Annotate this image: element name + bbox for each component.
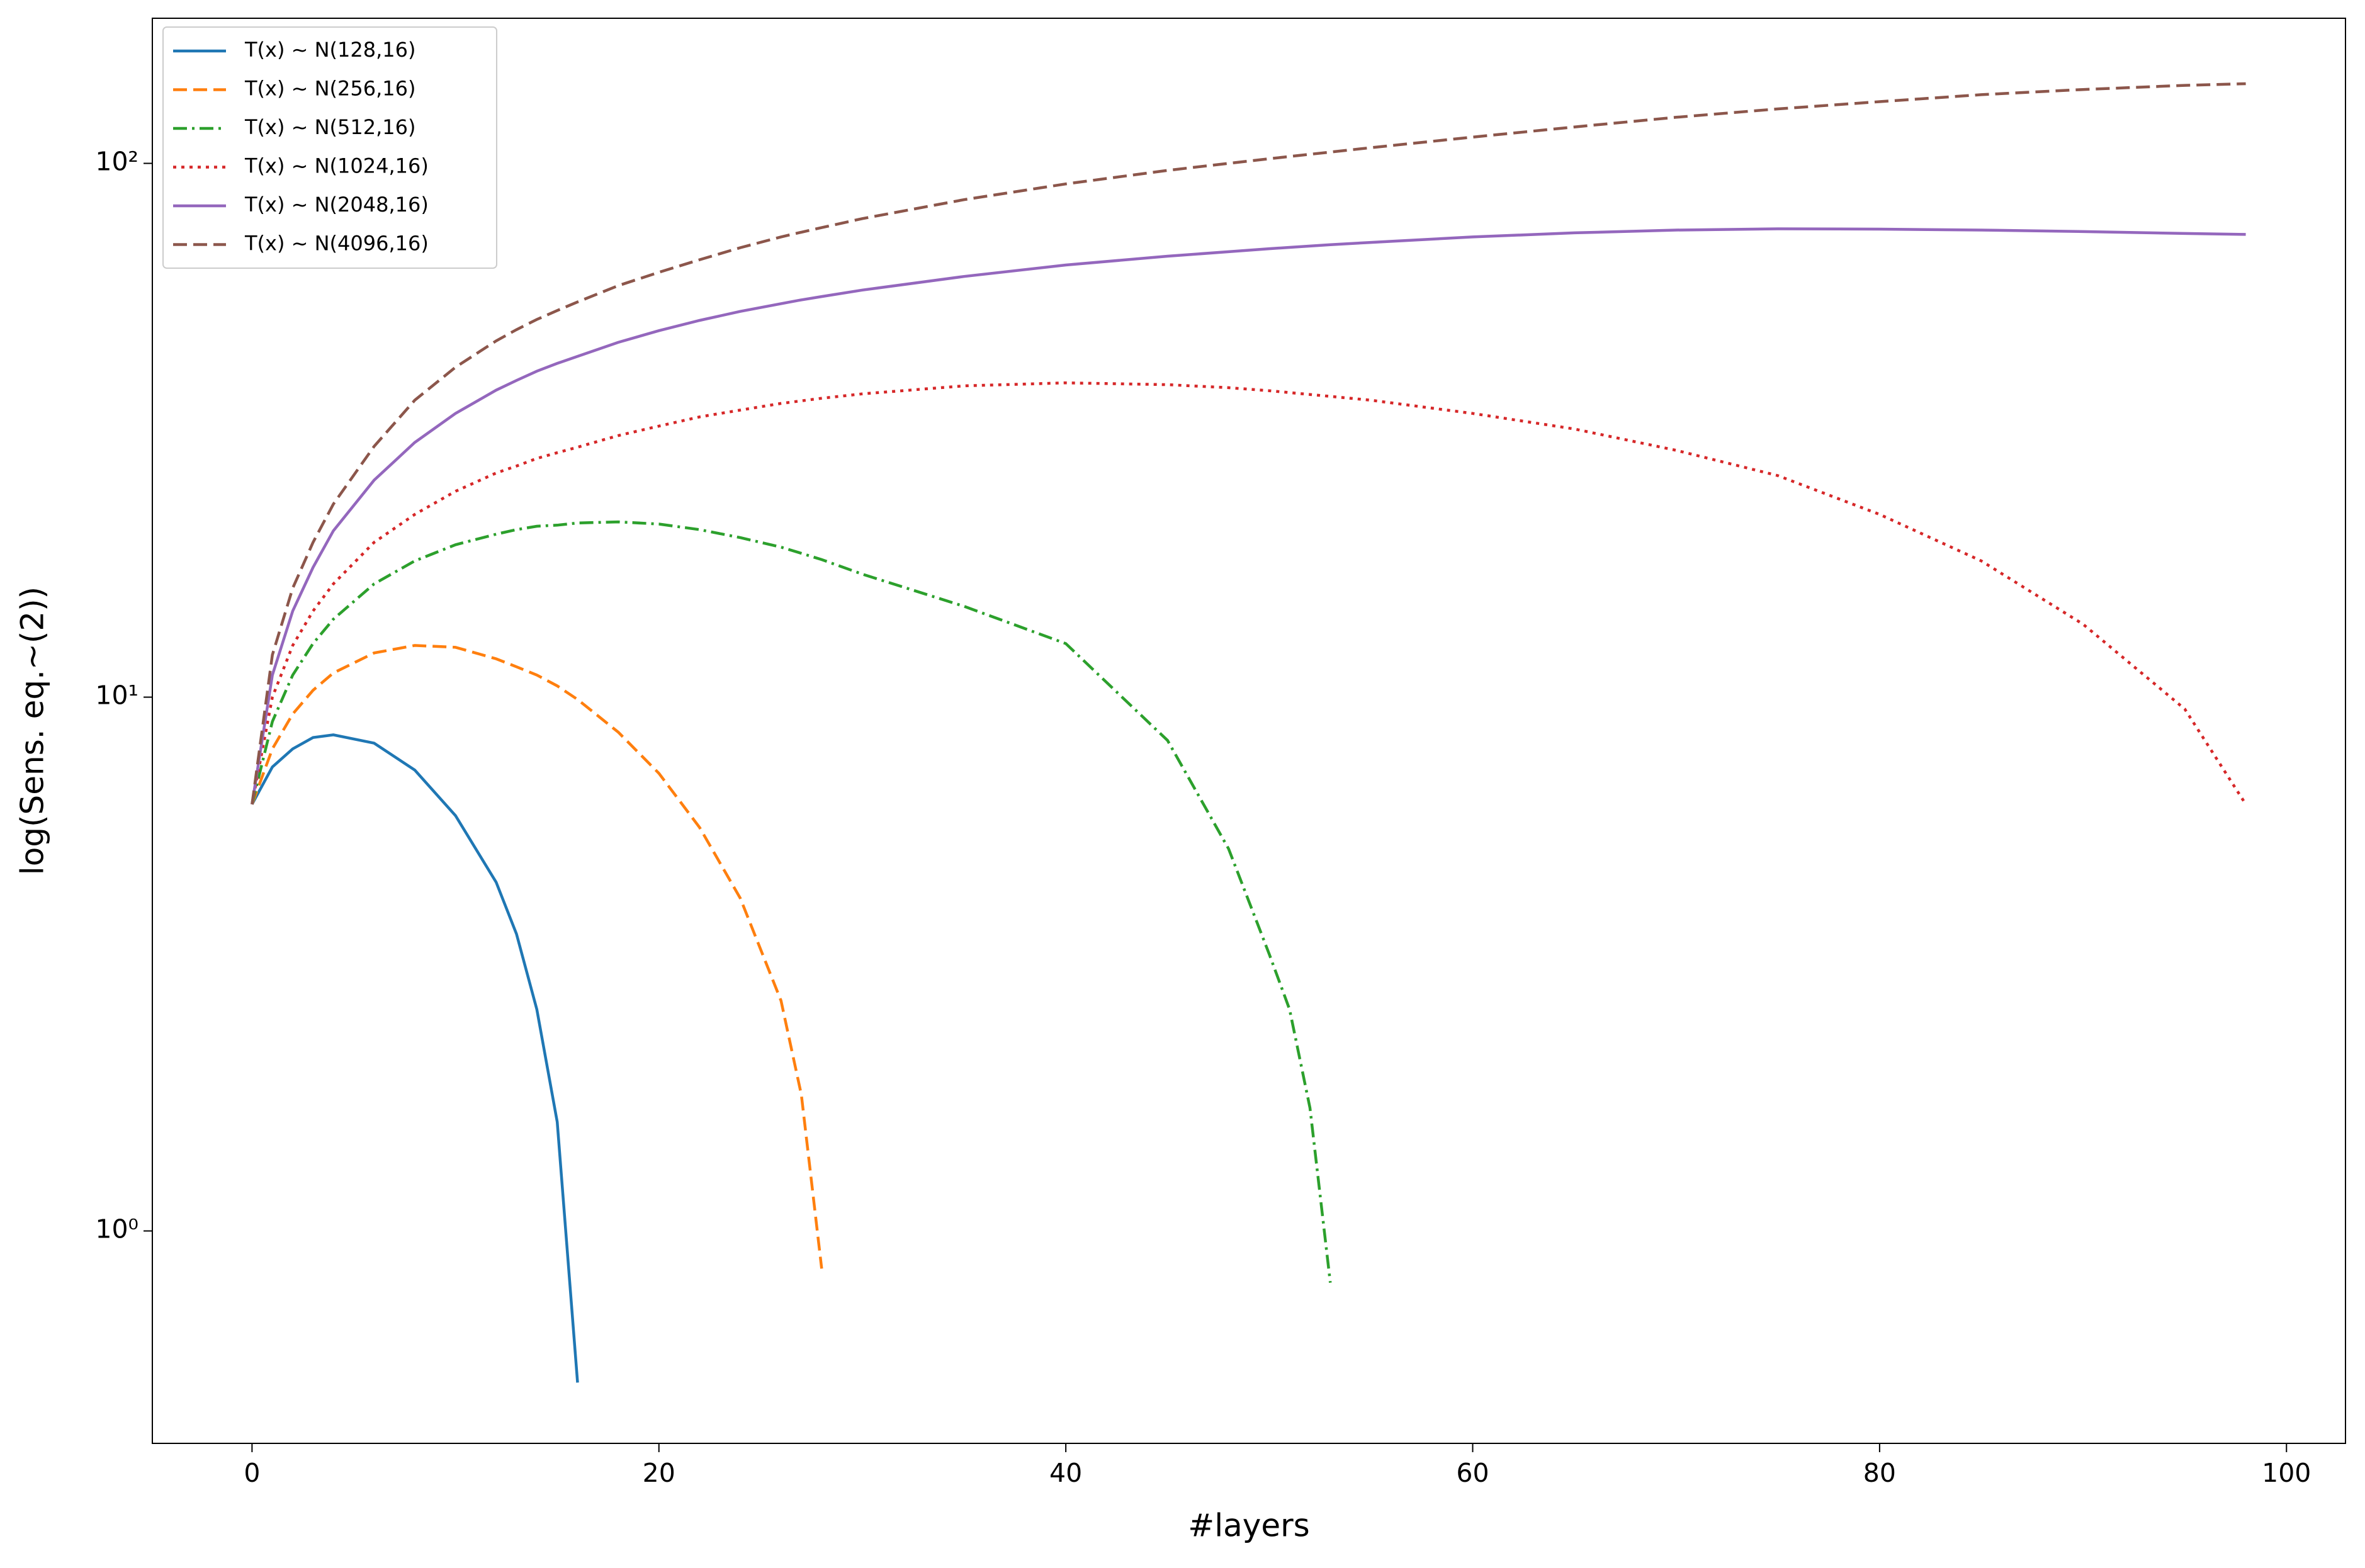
x-tick-label: 80	[1863, 1458, 1896, 1488]
legend-label: T(x) ~ N(128,16)	[244, 38, 415, 62]
data-line	[251, 381, 2247, 805]
legend-label: T(x) ~ N(1024,16)	[244, 154, 429, 178]
x-axis-label: #layers	[1188, 1508, 1309, 1544]
y-tick-label: 10⁰	[95, 1214, 138, 1244]
data-line	[251, 520, 1332, 1283]
x-tick-label: 100	[2262, 1458, 2311, 1488]
x-tick-label: 60	[1456, 1458, 1489, 1488]
y-tick-label: 10¹	[95, 680, 138, 711]
data-line	[251, 82, 2246, 805]
x-tick-label: 40	[1049, 1458, 1082, 1488]
legend-box	[162, 26, 497, 269]
y-tick-label: 10²	[95, 147, 138, 177]
legend-label: T(x) ~ N(512,16)	[244, 115, 415, 139]
plot-frame	[152, 18, 2346, 1444]
x-tick-label: 20	[643, 1458, 675, 1488]
x-tick-label: 0	[244, 1458, 260, 1488]
y-axis-label: log(Sens. eq.~(2))	[14, 587, 51, 875]
legend-label: T(x) ~ N(2048,16)	[244, 193, 429, 217]
data-line	[251, 227, 2246, 805]
legend-label: T(x) ~ N(256,16)	[244, 77, 415, 101]
legend-label: T(x) ~ N(4096,16)	[244, 232, 429, 256]
data-line	[251, 733, 579, 1383]
